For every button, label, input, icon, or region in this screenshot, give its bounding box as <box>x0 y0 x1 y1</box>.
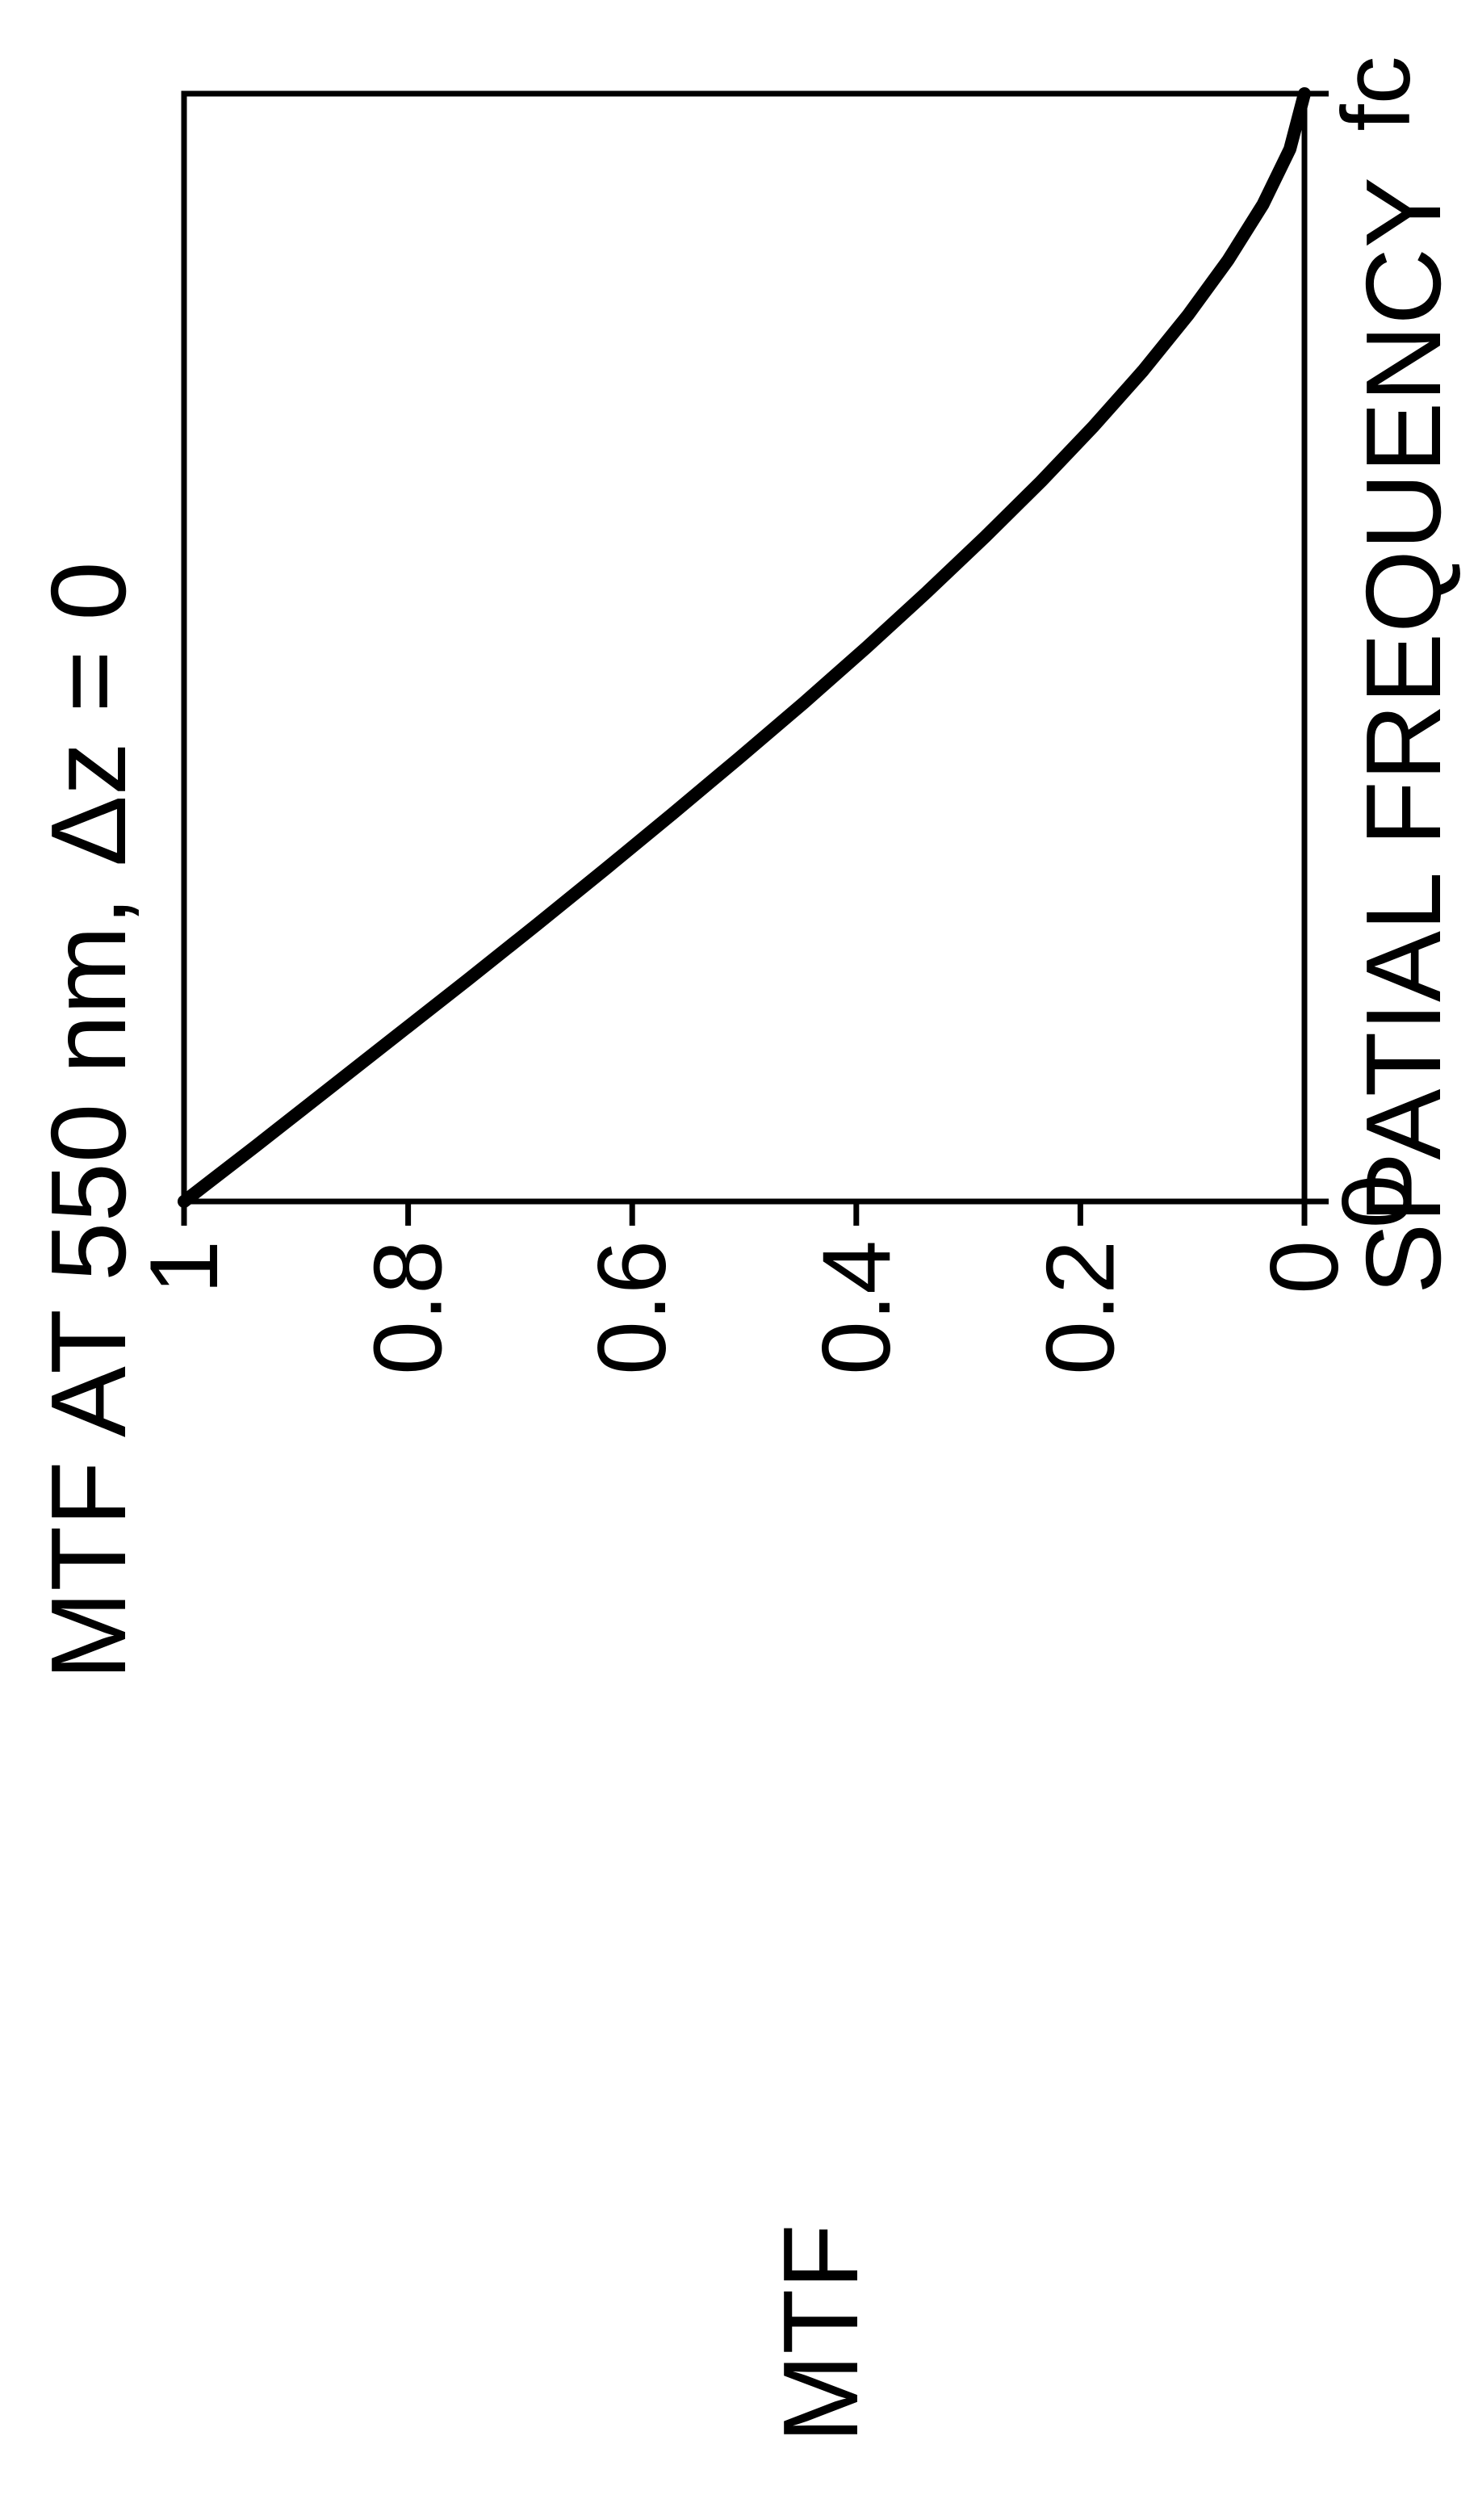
y-tick-label: 0.8 <box>354 1240 463 1375</box>
y-axis-label: MTF <box>761 2224 880 2442</box>
y-axis-ticks: 0 0.2 0.4 0.6 0.8 1 <box>130 1201 1359 1375</box>
y-tick-label: 0.6 <box>578 1240 686 1375</box>
x-tick-label: fc <box>1322 56 1430 131</box>
series-group <box>178 87 1311 1208</box>
chart-title: MTF AT 550 nm, Δz = 0 <box>29 561 148 1679</box>
plot-frame <box>181 90 1308 1205</box>
mtf-curve-line <box>178 87 1311 1208</box>
x-axis-label: SPATIAL FREQUENCY <box>1344 177 1463 1294</box>
y-tick-label: 1 <box>130 1240 238 1294</box>
x-tick-label: 0 <box>1322 1175 1430 1229</box>
y-tick-label: 0 <box>1250 1240 1359 1294</box>
x-axis-ticks: 0 fc <box>1304 56 1430 1228</box>
y-tick-label: 0.4 <box>802 1240 911 1375</box>
y-tick-label: 0.2 <box>1026 1240 1134 1375</box>
